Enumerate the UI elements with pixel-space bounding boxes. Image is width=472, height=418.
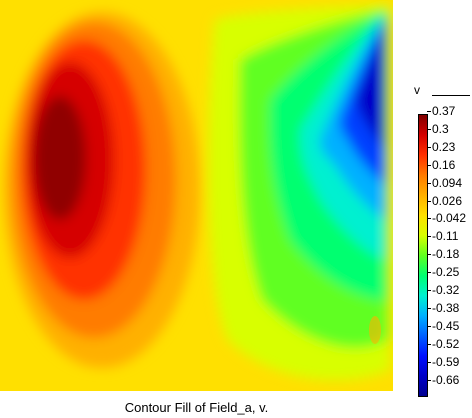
colorbar-tick-mark (427, 218, 431, 220)
colorbar-tick-mark (427, 236, 431, 238)
colorbar-variable-label: v (414, 83, 420, 97)
colorbar-tick-label: -0.25 (432, 265, 460, 280)
colorbar-tick-label: -0.18 (432, 247, 460, 262)
colorbar-tick-mark (427, 128, 431, 130)
colorbar-tick-mark (427, 307, 431, 309)
colorbar-tick-mark (427, 146, 431, 148)
colorbar-tick-mark (427, 254, 431, 256)
colorbar-tick-label: -0.45 (432, 318, 460, 333)
colorbar-tick-mark (427, 343, 431, 345)
colorbar-tick-label: -0.52 (432, 336, 460, 351)
colorbar-tick-label: -0.66 (432, 372, 460, 387)
colorbar-tick-label: -0.11 (432, 229, 459, 244)
positive-vortex (4, 12, 200, 368)
colorbar-tick-mark (427, 325, 431, 327)
negative-vortex (208, 5, 390, 380)
plot-caption: Contour Fill of Field_a, v. (124, 400, 269, 415)
corner-blob (369, 316, 381, 344)
colorbar-tick-label: 0.026 (432, 193, 463, 208)
colorbar-tick-label: -0.042 (432, 211, 467, 226)
colorbar-rule (432, 95, 470, 96)
colorbar-tick-label: 0.3 (432, 121, 449, 136)
colorbar-tick-label: -0.59 (432, 354, 460, 369)
colorbar-tick-mark (427, 379, 431, 381)
colorbar-tick-mark (427, 182, 431, 184)
colorbar (418, 114, 428, 397)
colorbar-tick-mark (427, 290, 431, 291)
contour-plot (0, 0, 393, 391)
colorbar-tick-mark (427, 361, 431, 363)
colorbar-tick-label: 0.094 (432, 175, 463, 190)
colorbar-tick-label: -0.32 (432, 283, 460, 297)
colorbar-tick-label: 0.37 (432, 104, 456, 118)
colorbar-tick-mark (427, 111, 431, 112)
colorbar-tick-mark (427, 164, 431, 166)
colorbar-tick-label: -0.38 (432, 300, 460, 315)
colorbar-tick-mark (427, 272, 431, 274)
colorbar-tick-label: 0.23 (432, 139, 456, 154)
colorbar-tick-label: 0.16 (432, 157, 456, 172)
colorbar-tick-mark (427, 200, 431, 202)
